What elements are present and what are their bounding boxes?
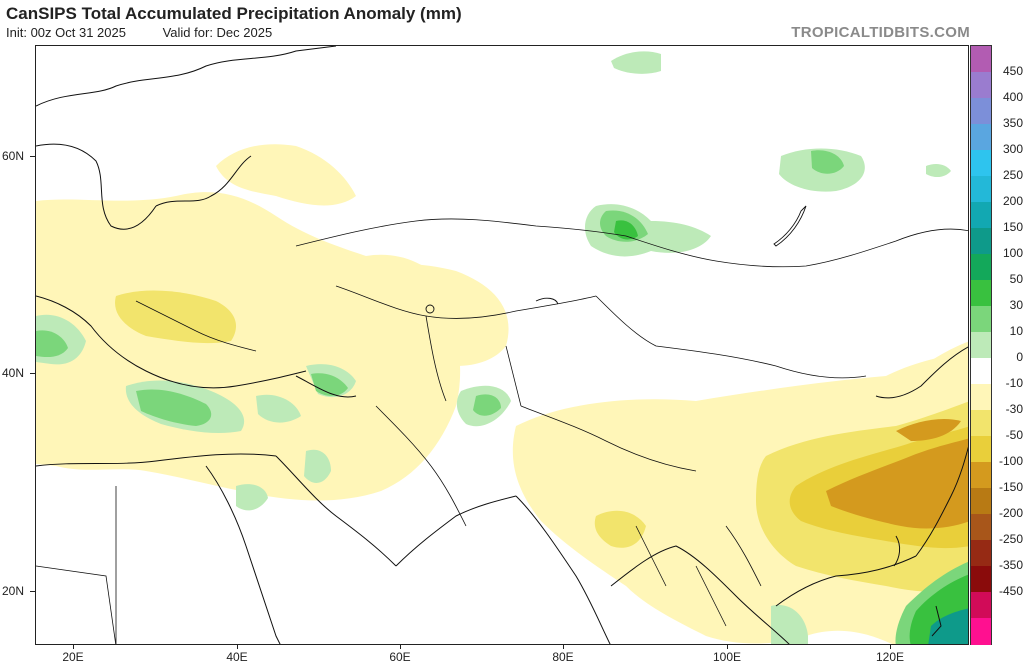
colorbar-segment bbox=[971, 436, 991, 463]
dry-anomaly-core bbox=[826, 419, 968, 529]
colorbar-segment bbox=[971, 98, 991, 125]
colorbar-segment bbox=[971, 124, 991, 151]
colorbar-label: 30 bbox=[1009, 298, 1023, 312]
init-time: Init: 00z Oct 31 2025 bbox=[6, 25, 126, 40]
lat-label-40n: 40N bbox=[2, 366, 25, 380]
colorbar-segment bbox=[971, 176, 991, 203]
subtitle-row: Init: 00z Oct 31 2025 Valid for: Dec 202… bbox=[6, 25, 272, 40]
colorbar-segment bbox=[971, 514, 991, 541]
colorbar-label: 400 bbox=[1002, 90, 1023, 104]
lon-tick-20e bbox=[73, 645, 74, 649]
colorbar-label: 350 bbox=[1002, 116, 1023, 130]
colorbar-segment bbox=[971, 410, 991, 437]
lat-tick-40n bbox=[30, 373, 35, 374]
colorbar-label: 450 bbox=[1002, 64, 1023, 78]
colorbar-label: 10 bbox=[1009, 324, 1023, 338]
lon-tick-80e bbox=[563, 645, 564, 649]
colorbar-label: -30 bbox=[1005, 402, 1023, 416]
country-borders bbox=[36, 218, 968, 644]
map-canvas bbox=[36, 46, 968, 644]
colorbar-segment bbox=[971, 592, 991, 619]
lon-label-120e: 120E bbox=[875, 650, 905, 664]
colorbar-label: -200 bbox=[998, 506, 1023, 520]
colorbar-label: -250 bbox=[998, 532, 1023, 546]
lon-tick-100e bbox=[727, 645, 728, 649]
colorbar-segment bbox=[971, 462, 991, 489]
colorbar-label: 50 bbox=[1009, 272, 1023, 286]
lon-label-40e: 40E bbox=[226, 650, 248, 664]
precipitation-anomaly-map bbox=[35, 45, 969, 645]
lon-label-60e: 60E bbox=[389, 650, 411, 664]
colorbar-label: -100 bbox=[998, 454, 1023, 468]
lon-label-80e: 80E bbox=[552, 650, 574, 664]
colorbar-segment bbox=[971, 566, 991, 593]
colorbar-segment bbox=[971, 488, 991, 515]
colorbar-segment bbox=[971, 306, 991, 333]
brand-watermark: TROPICALTIDBITS.COM bbox=[791, 24, 970, 41]
colorbar-label: -350 bbox=[998, 558, 1023, 572]
lon-label-20e: 20E bbox=[62, 650, 84, 664]
colorbar-label: 300 bbox=[1002, 142, 1023, 156]
colorbar-label: -450 bbox=[998, 584, 1023, 598]
valid-time: Valid for: Dec 2025 bbox=[162, 25, 273, 40]
colorbar-label: -150 bbox=[998, 480, 1023, 494]
map-title: CanSIPS Total Accumulated Precipitation … bbox=[6, 4, 462, 23]
colorbar-segment bbox=[971, 384, 991, 411]
colorbar-segment bbox=[971, 72, 991, 99]
lat-tick-20n bbox=[30, 591, 35, 592]
colorbar-segment bbox=[971, 202, 991, 229]
colorbar-segment bbox=[971, 618, 991, 645]
lon-label-100e: 100E bbox=[712, 650, 742, 664]
colorbar-label: 250 bbox=[1002, 168, 1023, 182]
colorbar-label: 200 bbox=[1002, 194, 1023, 208]
colorbar-segment bbox=[971, 540, 991, 567]
lat-tick-60n bbox=[30, 156, 35, 157]
colorbar-label: 0 bbox=[1016, 350, 1023, 364]
lon-tick-40e bbox=[237, 645, 238, 649]
colorbar bbox=[970, 45, 992, 645]
colorbar-segment bbox=[971, 358, 991, 385]
colorbar-segment bbox=[971, 228, 991, 255]
colorbar-segment bbox=[971, 280, 991, 307]
colorbar-label: 150 bbox=[1002, 220, 1023, 234]
colorbar-segment bbox=[971, 150, 991, 177]
lakes bbox=[425, 205, 807, 314]
coastlines bbox=[36, 46, 968, 644]
lat-label-20n: 20N bbox=[2, 584, 25, 598]
colorbar-segment bbox=[971, 46, 991, 73]
colorbar-segment bbox=[971, 332, 991, 359]
colorbar-label: -50 bbox=[1005, 428, 1023, 442]
lon-tick-120e bbox=[890, 645, 891, 649]
lat-label-60n: 60N bbox=[2, 149, 25, 163]
colorbar-label: 100 bbox=[1002, 246, 1023, 260]
lon-tick-60e bbox=[400, 645, 401, 649]
wet-anomaly-core bbox=[928, 608, 968, 644]
colorbar-segment bbox=[971, 254, 991, 281]
colorbar-label: -10 bbox=[1005, 376, 1023, 390]
